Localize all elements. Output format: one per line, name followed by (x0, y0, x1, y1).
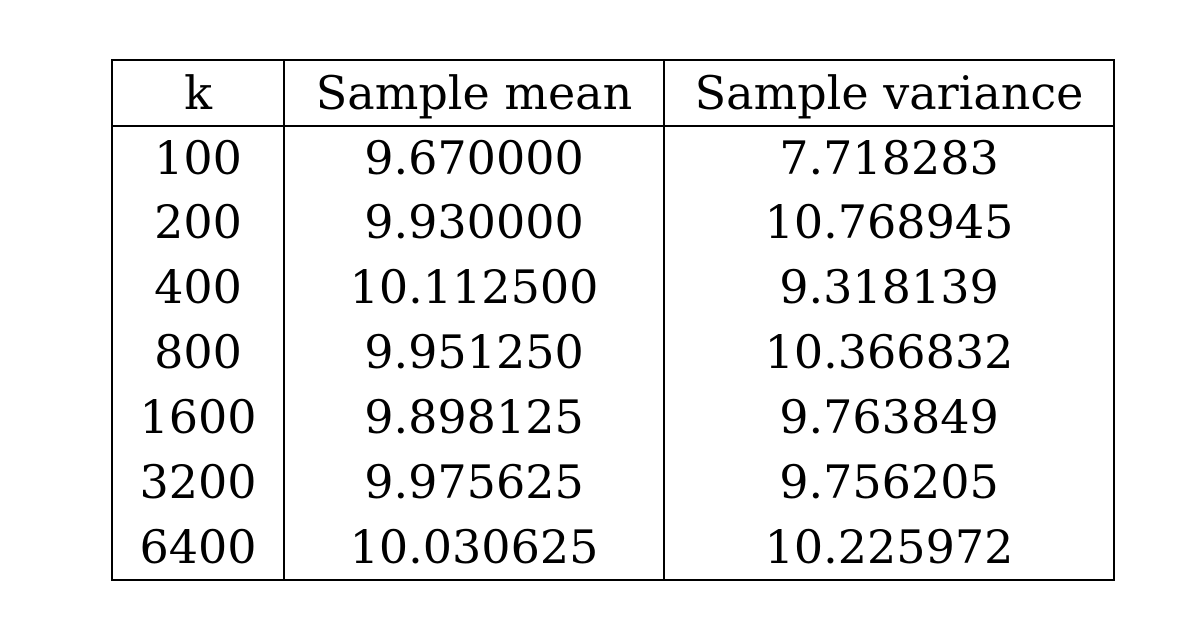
results-table: k Sample mean Sample variance 100 9.6700… (111, 59, 1115, 581)
cell-sample-mean: 10.112500 (283, 254, 665, 319)
cell-sample-variance: 9.756205 (663, 449, 1115, 514)
table-header-row: k Sample mean Sample variance (111, 60, 1115, 127)
cell-sample-variance: 9.763849 (663, 384, 1115, 449)
cell-sample-variance: 10.225972 (663, 514, 1115, 580)
cell-sample-mean: 9.930000 (283, 189, 665, 254)
results-table-container: k Sample mean Sample variance 100 9.6700… (111, 59, 1115, 581)
cell-k: 800 (111, 319, 285, 384)
table-row: 100 9.670000 7.718283 (111, 126, 1115, 189)
cell-sample-mean: 10.030625 (283, 514, 665, 580)
table-row: 1600 9.898125 9.763849 (111, 384, 1115, 449)
table-row: 3200 9.975625 9.756205 (111, 449, 1115, 514)
cell-k: 3200 (111, 449, 285, 514)
cell-sample-variance: 10.768945 (663, 189, 1115, 254)
header-sample-variance: Sample variance (663, 60, 1115, 127)
table-row: 800 9.951250 10.366832 (111, 319, 1115, 384)
cell-sample-variance: 9.318139 (663, 254, 1115, 319)
cell-sample-mean: 9.898125 (283, 384, 665, 449)
cell-k: 400 (111, 254, 285, 319)
table-row: 400 10.112500 9.318139 (111, 254, 1115, 319)
table-row: 200 9.930000 10.768945 (111, 189, 1115, 254)
cell-k: 200 (111, 189, 285, 254)
table-row: 6400 10.030625 10.225972 (111, 514, 1115, 580)
cell-k: 1600 (111, 384, 285, 449)
cell-k: 6400 (111, 514, 285, 580)
header-sample-mean: Sample mean (283, 60, 665, 127)
cell-sample-mean: 9.975625 (283, 449, 665, 514)
header-k: k (111, 60, 285, 127)
cell-sample-mean: 9.951250 (283, 319, 665, 384)
cell-sample-variance: 7.718283 (663, 126, 1115, 189)
cell-k: 100 (111, 126, 285, 189)
cell-sample-mean: 9.670000 (283, 126, 665, 189)
cell-sample-variance: 10.366832 (663, 319, 1115, 384)
